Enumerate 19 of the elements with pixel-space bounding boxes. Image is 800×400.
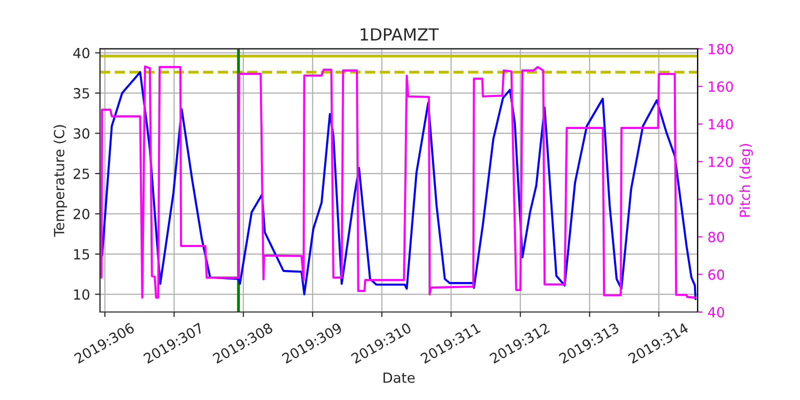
- y-axis-title: Temperature (C): [54, 125, 68, 237]
- y-tick-label: 10: [74, 289, 90, 300]
- y-tick-label: 25: [74, 168, 90, 180]
- chart-title: 1DPAMZT: [360, 28, 439, 40]
- y2-tick-label: 140: [708, 118, 733, 130]
- y2-axis-title: Pitch (deg): [739, 144, 753, 217]
- y2-tick-label: 40: [708, 306, 724, 318]
- y-tick-label: 15: [74, 249, 90, 260]
- y-tick-label: 35: [74, 88, 90, 99]
- y-tick-label: 30: [74, 128, 90, 139]
- y-tick-label: 40: [73, 48, 90, 58]
- y2-tick-label: 100: [708, 194, 733, 205]
- y2-tick-label: 120: [708, 156, 733, 168]
- y2-tick-label: 60: [708, 269, 724, 280]
- y2-tick-label: 80: [708, 232, 724, 242]
- x-axis-title: Date: [384, 372, 415, 383]
- y2-tick-label: 180: [708, 44, 733, 54]
- y-tick-label: 20: [74, 208, 90, 220]
- y2-tick-label: 160: [708, 81, 733, 92]
